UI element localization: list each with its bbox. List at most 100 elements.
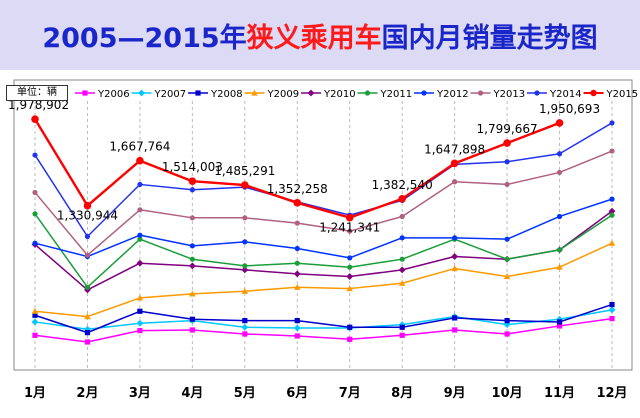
data-point-y2011 xyxy=(347,264,353,270)
legend-entry: Y2012 xyxy=(436,89,469,100)
data-point-y2013 xyxy=(32,189,38,196)
data-point-y2008 xyxy=(294,318,300,324)
legend-swatch-marker xyxy=(477,90,484,96)
data-point-y2007 xyxy=(31,318,39,326)
data-label: 1,352,258 xyxy=(267,182,328,196)
data-point-y2006 xyxy=(294,333,300,339)
data-point-y2008 xyxy=(137,308,143,314)
data-label: 1,978,902 xyxy=(8,98,69,112)
data-point-y2012 xyxy=(399,235,405,241)
data-point-y2011 xyxy=(556,247,563,253)
data-point-y2011 xyxy=(84,284,91,290)
data-point-y2010 xyxy=(188,262,196,270)
title-rest: 国内月销量走势图 xyxy=(381,23,598,54)
data-point-y2008 xyxy=(84,330,91,336)
title-band xyxy=(0,0,640,70)
data-label: 1,382,540 xyxy=(372,178,433,192)
data-point-y2013 xyxy=(84,252,91,258)
data-label: 1,485,291 xyxy=(214,164,275,178)
x-tick-label: 7月 xyxy=(339,386,361,401)
data-point-y2014 xyxy=(189,187,195,193)
data-point-y2012 xyxy=(294,245,300,252)
legend-entry: Y2007 xyxy=(154,89,187,100)
data-point-y2006 xyxy=(189,327,195,333)
data-point-y2009 xyxy=(294,283,301,290)
data-label: 1,514,003 xyxy=(162,160,223,174)
series-line-y2011 xyxy=(34,213,613,288)
legend-swatch-marker xyxy=(590,89,597,97)
x-tick-label: 6月 xyxy=(286,386,308,401)
x-tick-label: 12月 xyxy=(596,386,627,401)
legend-entry: Y2015 xyxy=(606,89,639,100)
data-point-y2011 xyxy=(294,260,300,266)
series-line-y2009 xyxy=(34,242,613,318)
data-point-y2013 xyxy=(347,228,353,234)
x-tick-label: 5月 xyxy=(234,386,256,401)
legend-swatch-marker xyxy=(534,90,540,96)
legend-swatch-marker xyxy=(82,90,88,96)
data-point-y2009 xyxy=(608,239,616,246)
series-line-y2006 xyxy=(34,317,613,343)
data-point-y2008 xyxy=(504,318,510,324)
data-point-y2015 xyxy=(83,201,92,210)
x-tick-label: 9月 xyxy=(444,386,466,401)
x-tick-label: 8月 xyxy=(391,386,413,401)
data-point-y2007 xyxy=(293,324,301,332)
data-point-y2006 xyxy=(504,331,510,337)
x-tick-label: 10月 xyxy=(492,386,523,401)
data-point-y2010 xyxy=(608,207,616,215)
data-point-y2009 xyxy=(398,279,406,286)
data-point-y2015 xyxy=(293,199,302,207)
data-point-y2009 xyxy=(189,290,196,297)
legend-swatch-marker xyxy=(307,89,315,97)
data-point-y2008 xyxy=(609,301,615,308)
data-point-y2006 xyxy=(84,339,91,345)
data-point-y2009 xyxy=(136,294,144,301)
data-point-y2012 xyxy=(609,196,615,202)
data-point-y2006 xyxy=(452,327,458,333)
data-point-y2014 xyxy=(32,152,38,158)
data-point-y2006 xyxy=(32,332,38,338)
title-highlight: 狭义乘用车 xyxy=(246,23,382,54)
data-point-y2010 xyxy=(346,273,354,280)
series-line-y2008 xyxy=(34,303,613,334)
chart-title: 2005—2015年狭义乘用车国内月销量走势图 xyxy=(0,16,640,55)
data-point-y2012 xyxy=(32,240,38,246)
legend-entry: Y2011 xyxy=(380,89,413,100)
legend-swatch-marker xyxy=(364,90,371,96)
data-point-y2015 xyxy=(241,181,249,189)
data-point-y2010 xyxy=(451,253,459,260)
data-point-y2011 xyxy=(504,256,510,262)
legend-entry: Y2013 xyxy=(493,89,526,100)
data-point-y2013 xyxy=(609,148,615,154)
data-point-y2009 xyxy=(451,265,458,272)
legend-entry: Y2006 xyxy=(97,89,130,100)
series-line-y2012 xyxy=(34,198,613,259)
data-point-y2015 xyxy=(345,213,354,222)
legend-swatch-marker xyxy=(421,90,427,96)
data-label: 1,799,667 xyxy=(477,122,538,136)
data-point-y2015 xyxy=(398,194,406,203)
data-label: 1,950,693 xyxy=(539,102,600,116)
data-point-y2006 xyxy=(609,316,615,322)
data-point-y2011 xyxy=(399,256,405,262)
data-point-y2013 xyxy=(137,207,143,213)
data-point-y2012 xyxy=(347,255,353,261)
data-point-y2009 xyxy=(503,273,511,280)
data-point-y2010 xyxy=(398,266,406,274)
x-tick-label: 4月 xyxy=(181,386,203,401)
data-point-y2013 xyxy=(452,179,458,185)
data-point-y2010 xyxy=(136,259,144,267)
data-point-y2013 xyxy=(189,215,195,221)
legend-entry: Y2010 xyxy=(323,89,356,100)
data-point-y2013 xyxy=(504,181,510,188)
x-tick-label: 11月 xyxy=(544,386,575,401)
data-point-y2008 xyxy=(32,312,38,318)
data-point-y2012 xyxy=(189,243,195,249)
legend-swatch-marker xyxy=(251,89,258,96)
data-point-y2014 xyxy=(84,233,91,240)
data-point-y2015 xyxy=(136,156,144,165)
series-line-y2007 xyxy=(34,309,613,331)
data-point-y2010 xyxy=(293,270,301,278)
